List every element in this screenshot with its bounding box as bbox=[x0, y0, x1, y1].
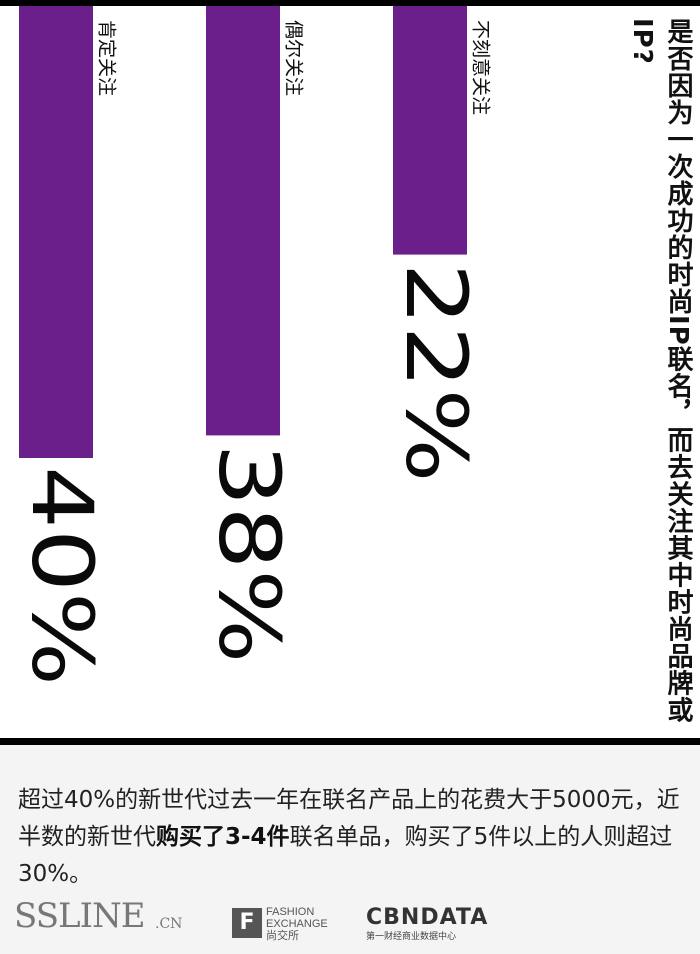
value-label-3: 22% bbox=[387, 263, 485, 483]
fashion-exchange-mark: F bbox=[232, 908, 262, 938]
category-label-2: 偶尔关注 bbox=[283, 20, 305, 96]
caption-part-2: 联名单品，购买了5件以上的人则超过30%。 bbox=[18, 824, 673, 887]
value-label-1: 40% bbox=[13, 466, 111, 686]
value-label-2: 38% bbox=[200, 443, 298, 663]
fashion-exchange-logo: FASHION EXCHANGE 尚交所 bbox=[266, 906, 328, 942]
chart-title: 是否因为一次成功的时尚IP联名，而去关注其中时尚品牌或IP? bbox=[627, 18, 693, 724]
caption-text: 超过40%的新世代过去一年在联名产品上的花费大于5000元，近半数的新世代购买了… bbox=[18, 782, 688, 893]
cbndata-name: CBNDATA bbox=[366, 905, 489, 930]
fashion-exchange-line-3: 尚交所 bbox=[266, 930, 299, 942]
footer-logos: SSLINE .CN F FASHION EXCHANGE 尚交所 CBNDAT… bbox=[0, 890, 700, 954]
chart-panel: 肯定关注 40% 偶尔关注 38% 不刻意关注 22% 是否因为一次成功的时尚IP联名，而… bbox=[0, 0, 700, 745]
bar-1 bbox=[19, 6, 93, 458]
chart-title-container: 是否因为一次成功的时尚IP联名，而去关注其中时尚品牌或IP? bbox=[627, 18, 693, 733]
category-label-3: 不刻意关注 bbox=[470, 20, 492, 115]
fashion-exchange-line-2: EXCHANGE bbox=[266, 918, 328, 930]
ssline-logo: SSLINE bbox=[14, 896, 146, 936]
cbndata-subtitle: 第一财经商业数据中心 bbox=[366, 932, 457, 942]
bar-2 bbox=[206, 6, 280, 436]
fashion-exchange-line-1: FASHION bbox=[266, 906, 315, 918]
bar-chart: 肯定关注 40% 偶尔关注 38% 不刻意关注 22% bbox=[13, 6, 492, 686]
category-label-1: 肯定关注 bbox=[96, 20, 118, 96]
ssline-logo-suffix: .CN bbox=[155, 916, 183, 932]
caption-part-1: 超过40%的新世代过去一年在联名产品上的花费大于5000元，近半数的新世代 bbox=[18, 787, 680, 850]
cbndata-logo: CBNDATA 第一财经商业数据中心 bbox=[366, 906, 488, 944]
caption-bold: 购买了3-4件 bbox=[156, 824, 290, 850]
bar-3 bbox=[393, 6, 467, 255]
